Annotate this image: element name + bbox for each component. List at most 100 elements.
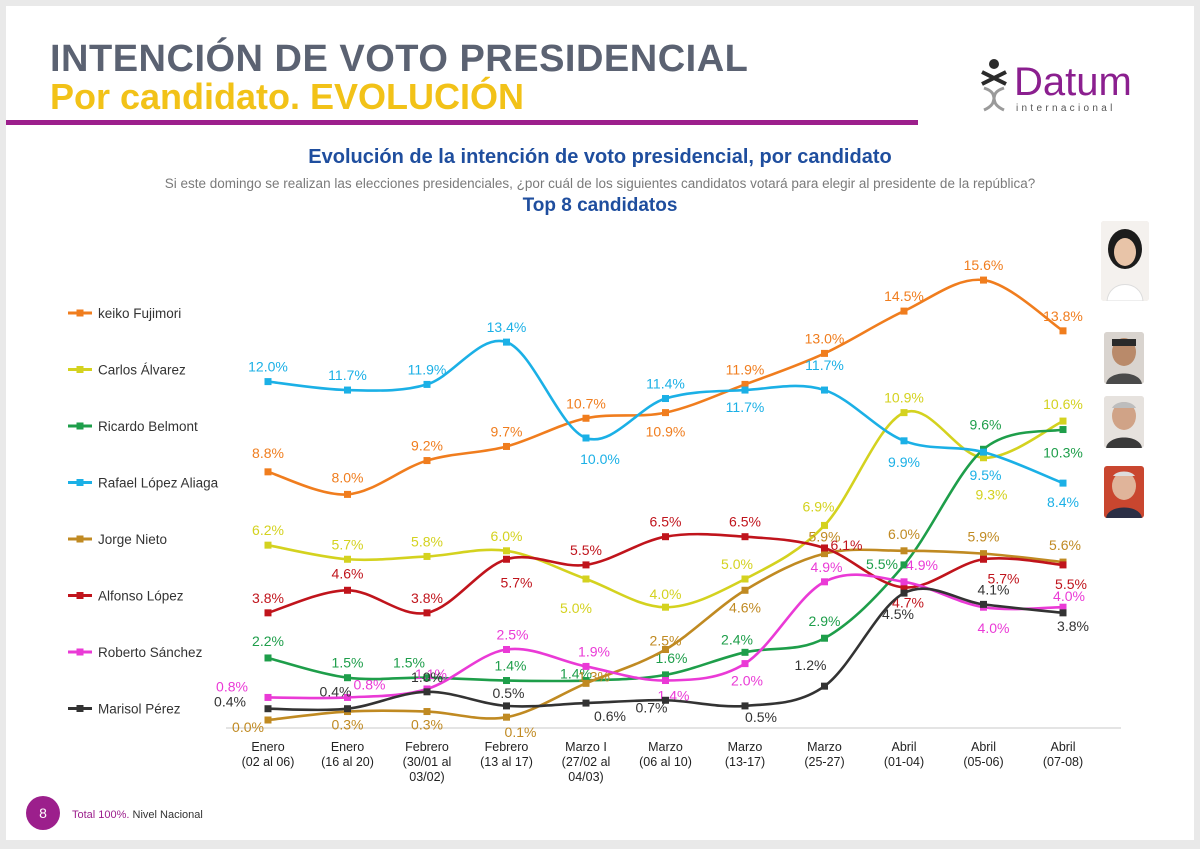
legend-label: Jorge Nieto — [98, 532, 167, 547]
data-label: 2.4% — [721, 631, 753, 647]
data-label: 0.8% — [216, 678, 248, 694]
data-label: 9.2% — [411, 438, 443, 454]
data-point — [264, 654, 272, 662]
data-label: 5.7% — [988, 570, 1020, 586]
x-tick-label: (06 al 10) — [639, 755, 692, 769]
data-label: 11.9% — [726, 361, 765, 377]
data-label: 4.0% — [650, 586, 682, 602]
data-label: 11.7% — [805, 357, 844, 373]
page-subtitle: Por candidato. EVOLUCIÓN — [50, 76, 525, 117]
data-point — [662, 677, 669, 685]
legend-swatch-marker — [76, 648, 84, 656]
legend-swatch-marker — [76, 422, 84, 430]
data-label: 9.9% — [888, 454, 920, 470]
x-tick-label: 03/02) — [409, 770, 444, 784]
legend-swatch-marker — [76, 479, 84, 486]
data-label: 8.8% — [252, 445, 284, 461]
data-label: 11.4% — [646, 376, 685, 392]
data-label: 6.0% — [888, 526, 920, 542]
data-point — [503, 646, 510, 653]
x-tick-label: Abril — [1050, 740, 1075, 754]
data-label: 2.9% — [809, 613, 841, 629]
data-label: 5.5% — [866, 556, 898, 572]
x-tick-label: (05-06) — [963, 755, 1003, 769]
data-point — [1059, 426, 1067, 434]
data-label: 0.3% — [332, 717, 364, 733]
data-point — [662, 646, 669, 653]
data-label: 6.5% — [729, 514, 761, 530]
data-label: 1.5% — [393, 655, 425, 671]
data-label: 11.7% — [328, 367, 367, 383]
data-label: 13.8% — [1043, 308, 1083, 324]
x-tick-label: Abril — [971, 740, 996, 754]
line-chart: Enero(02 al 06)Enero(16 al 20)Febrero(30… — [68, 257, 1121, 784]
data-point — [582, 575, 590, 583]
legend-label: Rafael López Aliaga — [98, 476, 219, 491]
data-point — [264, 609, 272, 617]
data-point — [980, 454, 987, 462]
data-label: 9.6% — [970, 416, 1002, 432]
legend-swatch-marker — [76, 366, 84, 373]
data-point — [900, 307, 908, 315]
data-label: 1.0% — [411, 669, 443, 685]
x-tick-label: (30/01 al — [403, 755, 452, 769]
data-point — [1059, 479, 1067, 487]
data-label: 12.0% — [248, 359, 288, 375]
data-point — [900, 561, 908, 569]
data-label: 10.9% — [884, 390, 924, 406]
data-point — [582, 414, 590, 422]
data-point — [900, 547, 908, 555]
data-point — [344, 705, 351, 713]
data-label: 10.3% — [1043, 445, 1083, 461]
x-tick-label: Marzo I — [565, 740, 607, 754]
data-point — [821, 634, 828, 642]
x-tick-label: Febrero — [485, 740, 529, 754]
data-point — [1059, 327, 1067, 335]
data-point — [423, 609, 431, 617]
candidate-photo-lopez-aliaga — [1104, 466, 1144, 518]
candidate-photo-keiko — [1101, 221, 1149, 301]
data-point — [582, 679, 590, 687]
data-label: 6.5% — [650, 514, 682, 530]
data-point — [980, 550, 987, 558]
x-tick-label: Febrero — [405, 740, 449, 754]
x-tick-label: Enero — [251, 740, 284, 754]
data-point — [264, 705, 272, 713]
data-label: 1.4% — [495, 658, 527, 674]
data-label: 1.5% — [332, 655, 364, 671]
page-number: 8 — [26, 796, 60, 830]
data-point — [264, 468, 272, 476]
data-label: 1.3% — [578, 668, 610, 684]
data-point — [662, 409, 669, 417]
data-point — [741, 648, 749, 656]
data-point — [1059, 609, 1067, 617]
data-point — [662, 696, 669, 704]
data-point — [1059, 561, 1067, 569]
data-point — [423, 674, 431, 682]
data-point — [662, 533, 669, 541]
data-label: 0.6% — [594, 708, 626, 724]
data-label: 10.6% — [1043, 396, 1083, 412]
data-point — [503, 555, 510, 563]
data-label: 10.0% — [580, 451, 620, 467]
data-point — [582, 561, 590, 569]
legend-swatch-marker — [76, 592, 84, 599]
data-point — [900, 578, 908, 586]
data-point — [741, 533, 749, 541]
data-label: 4.1% — [978, 581, 1010, 597]
legend-label: Ricardo Belmont — [98, 419, 198, 434]
data-point — [344, 386, 351, 394]
data-label: 5.7% — [501, 574, 533, 590]
data-point — [503, 547, 510, 555]
data-point — [344, 586, 351, 594]
data-label: 0.7% — [636, 699, 668, 715]
data-label: 5.0% — [560, 600, 592, 616]
data-label: 2.2% — [252, 633, 284, 649]
data-label: 10.9% — [646, 424, 686, 440]
data-point — [741, 702, 749, 710]
data-label: 0.1% — [505, 724, 537, 740]
chart-subtitle: Top 8 candidatos — [522, 195, 678, 216]
data-label: 5.0% — [721, 556, 753, 572]
data-point — [423, 688, 431, 696]
data-label: 5.5% — [1055, 576, 1087, 592]
